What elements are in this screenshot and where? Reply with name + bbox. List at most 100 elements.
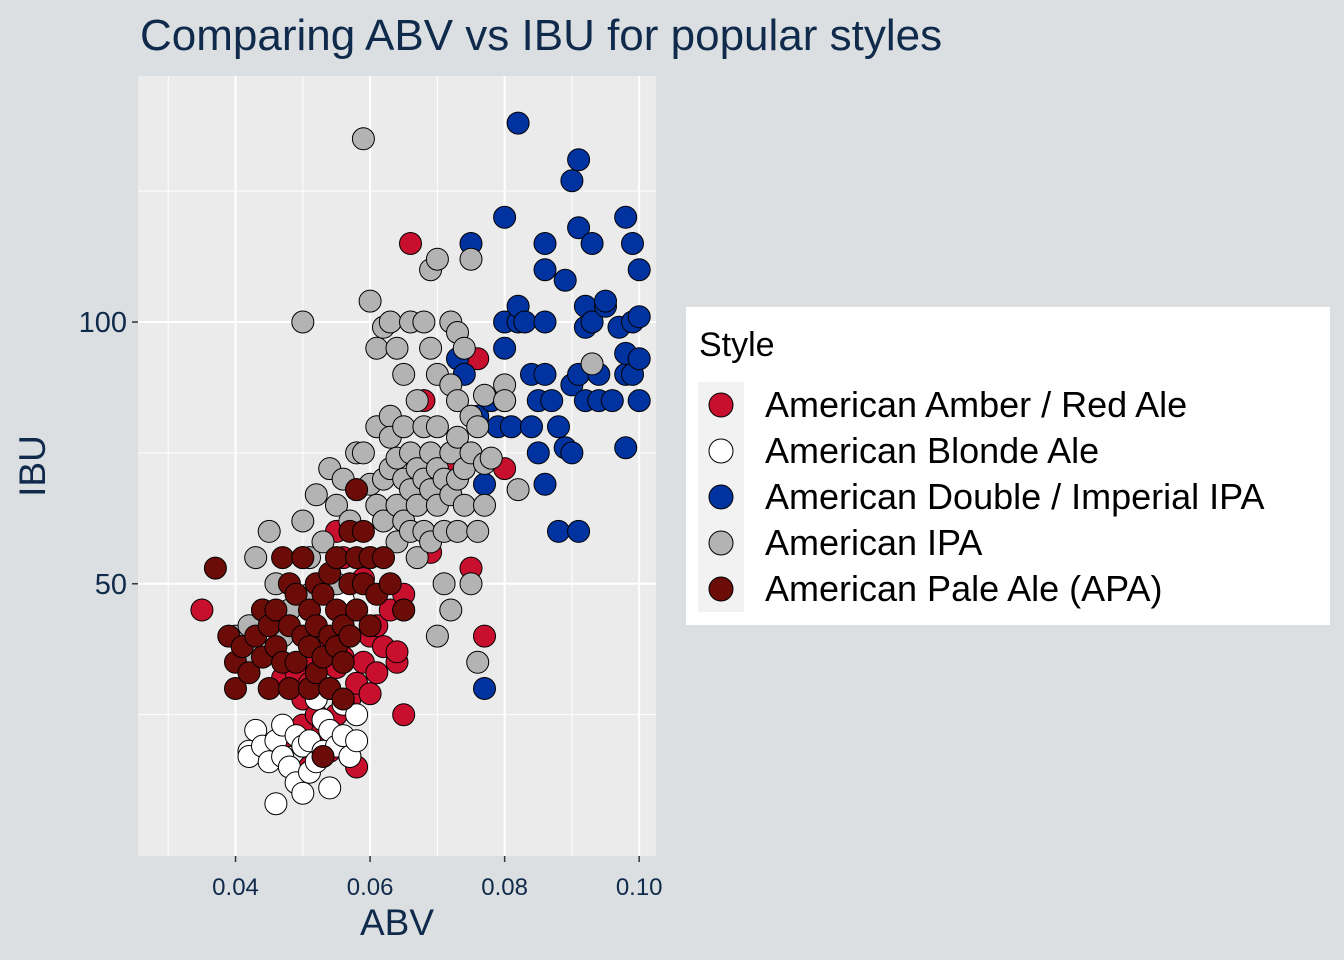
data-point	[311, 582, 335, 606]
data-point	[567, 216, 591, 240]
data-point	[257, 677, 281, 700]
data-point	[358, 682, 382, 706]
data-point	[284, 650, 308, 674]
data-point	[264, 598, 288, 622]
legend-key	[708, 576, 734, 602]
y-tick-label: 50	[95, 569, 127, 601]
data-point	[237, 661, 261, 685]
data-point	[432, 572, 456, 596]
legend-label: American IPA	[765, 522, 982, 563]
data-point	[257, 519, 281, 543]
data-point	[392, 362, 416, 386]
chart-title: Comparing ABV vs IBU for popular styles	[140, 11, 942, 60]
data-point	[533, 258, 557, 282]
data-point	[533, 310, 557, 334]
data-point	[466, 519, 490, 543]
data-point	[533, 362, 557, 386]
data-point	[405, 389, 429, 413]
data-point	[446, 389, 469, 413]
x-tick-label: 0.10	[616, 874, 663, 901]
data-point	[345, 598, 369, 622]
data-point	[506, 478, 530, 502]
data-point	[358, 614, 382, 638]
data-point	[311, 745, 335, 768]
data-point	[540, 389, 564, 413]
axes: 0.04 0.06 0.08 0.10 50 100	[79, 307, 663, 901]
y-axis-title: IBU	[12, 435, 53, 497]
data-point	[627, 305, 651, 329]
data-point	[378, 310, 402, 334]
data-points	[190, 111, 651, 816]
data-point	[439, 598, 463, 622]
legend-label: American Double / Imperial IPA	[765, 476, 1265, 517]
data-point	[351, 127, 375, 151]
data-point	[190, 598, 214, 622]
data-point	[459, 247, 483, 271]
data-point	[452, 336, 476, 360]
data-point	[446, 519, 469, 543]
x-axis-title: ABV	[360, 902, 434, 943]
data-point	[345, 703, 369, 727]
data-point	[291, 546, 315, 570]
legend-key	[708, 484, 734, 510]
data-point	[358, 289, 382, 313]
data-point	[425, 247, 449, 271]
data-point	[473, 383, 496, 407]
data-point	[526, 441, 550, 465]
data-point	[473, 493, 496, 517]
data-point	[399, 232, 422, 255]
data-point	[627, 258, 651, 282]
data-point	[378, 572, 402, 596]
data-point	[627, 389, 651, 413]
data-point	[473, 472, 496, 496]
data-point	[513, 310, 537, 334]
data-point	[365, 336, 389, 360]
data-point	[493, 336, 517, 360]
data-point	[392, 598, 416, 622]
data-point	[520, 415, 543, 439]
legend-label: American Pale Ale (APA)	[765, 568, 1163, 609]
data-point	[580, 232, 604, 255]
data-point	[506, 111, 530, 135]
data-point	[392, 415, 416, 439]
data-point	[385, 336, 409, 360]
data-point	[244, 546, 268, 570]
data-point	[425, 624, 449, 648]
data-point	[466, 415, 490, 439]
data-point	[311, 530, 335, 554]
data-point	[452, 493, 476, 517]
data-point	[284, 582, 308, 606]
data-point	[499, 415, 523, 439]
data-point	[291, 310, 315, 334]
legend-label: American Blonde Ale	[765, 430, 1099, 471]
data-point	[331, 650, 355, 674]
legend: Style American Amber / Red Ale American B…	[686, 307, 1330, 625]
data-point	[614, 205, 638, 229]
data-point	[446, 425, 469, 449]
legend-box	[686, 307, 1330, 625]
legend-label: American Amber / Red Ale	[765, 384, 1187, 425]
data-point	[473, 624, 496, 648]
data-point	[533, 472, 557, 496]
data-point	[594, 289, 617, 313]
data-point	[372, 546, 395, 570]
data-point	[459, 572, 483, 596]
data-point	[600, 389, 624, 413]
data-point	[203, 556, 227, 580]
data-point	[553, 268, 577, 292]
data-point	[580, 310, 604, 334]
data-point	[351, 441, 375, 465]
data-point	[325, 546, 348, 570]
data-point	[405, 546, 429, 570]
data-point	[365, 661, 389, 685]
x-tick-label: 0.08	[481, 874, 528, 901]
data-point	[425, 415, 449, 439]
data-point	[567, 148, 591, 172]
y-tick-label: 100	[79, 307, 127, 339]
data-point	[277, 677, 301, 700]
data-point	[614, 436, 638, 460]
data-point	[479, 446, 503, 470]
legend-title: Style	[699, 326, 775, 364]
data-point	[264, 792, 288, 816]
